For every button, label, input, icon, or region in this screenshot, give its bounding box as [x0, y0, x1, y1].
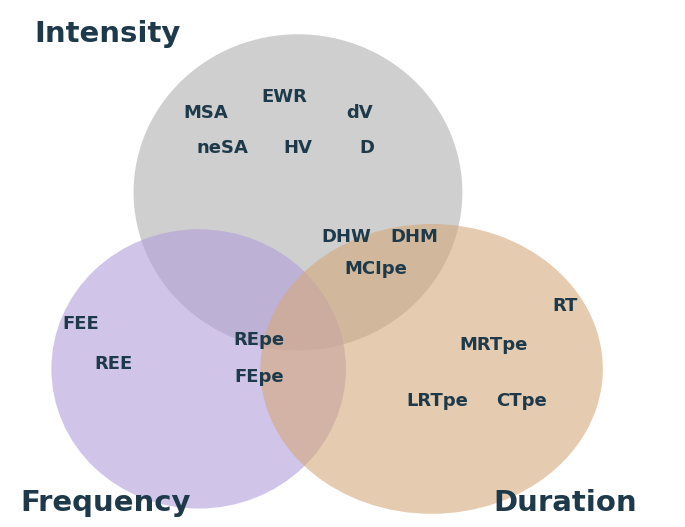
- Text: DHM: DHM: [390, 228, 438, 246]
- Ellipse shape: [260, 224, 603, 514]
- Text: MSA: MSA: [183, 104, 228, 122]
- Ellipse shape: [51, 229, 346, 509]
- Text: D: D: [359, 139, 374, 157]
- Text: EWR: EWR: [262, 89, 307, 106]
- Text: Intensity: Intensity: [34, 20, 181, 48]
- Text: FEE: FEE: [62, 315, 99, 333]
- Text: REpe: REpe: [234, 331, 284, 349]
- Text: neSA: neSA: [197, 139, 249, 157]
- Text: MCIpe: MCIpe: [344, 260, 407, 278]
- Text: Frequency: Frequency: [21, 489, 191, 518]
- Text: dV: dV: [347, 104, 373, 122]
- Text: CTpe: CTpe: [497, 392, 547, 409]
- Text: LRTpe: LRTpe: [406, 392, 468, 409]
- Text: RT: RT: [552, 297, 578, 315]
- Ellipse shape: [134, 34, 462, 350]
- Text: REE: REE: [94, 355, 132, 373]
- Text: DHW: DHW: [321, 228, 371, 246]
- Text: HV: HV: [284, 139, 312, 157]
- Text: FEpe: FEpe: [234, 368, 284, 386]
- Text: MRTpe: MRTpe: [459, 336, 527, 354]
- Text: Duration: Duration: [493, 489, 637, 518]
